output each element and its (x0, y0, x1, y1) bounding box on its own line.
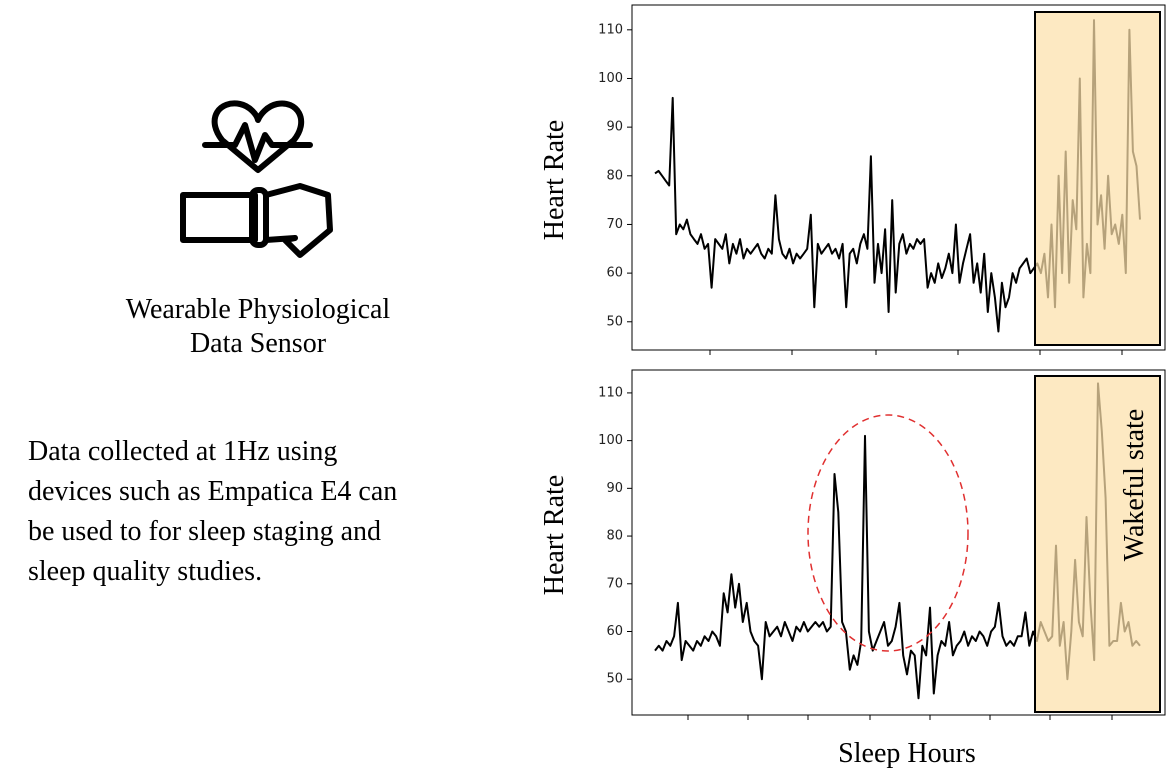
y-tick-label: 90 (606, 120, 623, 135)
wakeful-region (1034, 11, 1161, 346)
y-tick-label: 60 (606, 266, 623, 281)
annotation: Wakeful state (1119, 409, 1150, 561)
y-tick-label: 100 (598, 71, 623, 86)
sensor-label: Data Sensor (190, 328, 327, 359)
y-tick-label: 110 (598, 385, 623, 400)
description: sleep quality studies. (28, 556, 262, 587)
y-axis-label: Heart Rate (539, 120, 570, 241)
y-tick-label: 80 (606, 529, 623, 544)
wearable-icon (180, 100, 333, 258)
description: Data collected at 1Hz using (28, 436, 337, 467)
y-tick-label: 90 (606, 481, 623, 496)
chart: 50 60 70 80 90 100 110 Heart Rate Sleep Hours Wak… (539, 369, 1166, 769)
x-axis-label: Sleep Hours (838, 738, 976, 769)
y-axis-label: Heart Rate (539, 475, 570, 596)
description: devices such as Empatica E4 can (28, 476, 397, 507)
y-tick-label: 110 (598, 22, 623, 37)
description: be used to for sleep staging and (28, 516, 381, 547)
y-tick-label: 50 (606, 672, 623, 687)
chart: 50 60 70 80 90 100 110 Heart Rate (539, 4, 1166, 355)
y-tick-label: 50 (606, 314, 623, 329)
y-tick-label: 60 (606, 624, 623, 639)
y-tick-label: 70 (606, 576, 623, 591)
highlight-ellipse (807, 414, 969, 652)
y-tick-label: 100 (598, 433, 623, 448)
y-tick-label: 70 (606, 217, 623, 232)
wakeful-region (1034, 375, 1161, 713)
sensor-label: Wearable Physiological (126, 294, 391, 325)
y-tick-label: 80 (606, 168, 623, 183)
